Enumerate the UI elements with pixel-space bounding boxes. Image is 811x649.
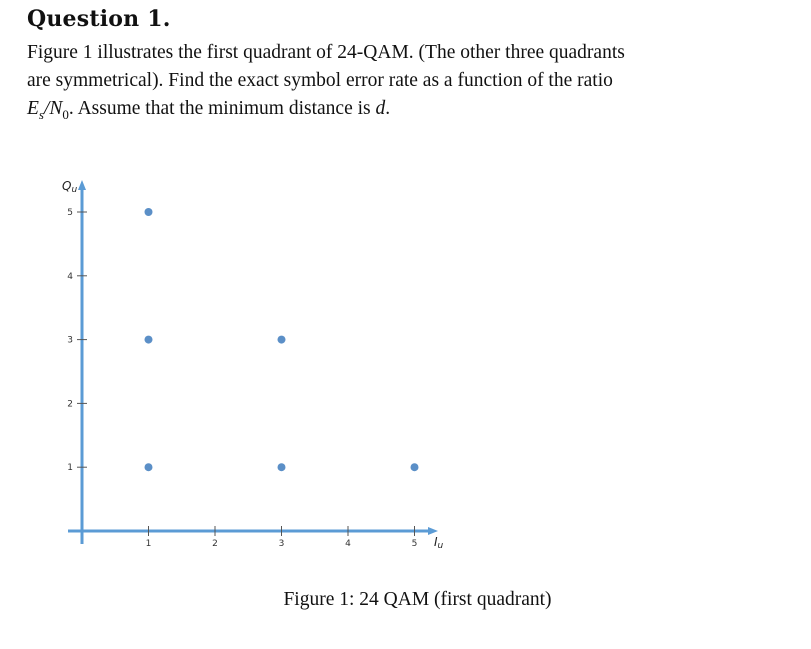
x-axis-label: Iu bbox=[434, 535, 444, 551]
y-axis-label-sub: u bbox=[71, 185, 77, 195]
question-text: Figure 1 illustrates the first quadrant … bbox=[27, 39, 807, 129]
figure-caption-text: Figure 1: 24 QAM (first quadrant) bbox=[283, 589, 552, 610]
constellation-point bbox=[277, 463, 286, 472]
ticks: 1 2 3 4 5 1 2 3 4 5 bbox=[67, 208, 417, 549]
distance-variable: d bbox=[375, 98, 386, 119]
constellation-point bbox=[144, 463, 153, 472]
question-line-3-end: . bbox=[385, 98, 391, 119]
y-tick-label: 1 bbox=[67, 463, 73, 473]
n0-subscript: 0 bbox=[62, 106, 69, 122]
constellation-points bbox=[144, 208, 419, 472]
x-tick-label: 3 bbox=[279, 539, 285, 549]
constellation-point bbox=[277, 335, 286, 344]
x-tick-label: 5 bbox=[412, 539, 418, 549]
y-axis-label: Qu bbox=[62, 179, 77, 195]
question-line-1: Figure 1 illustrates the first quadrant … bbox=[27, 39, 807, 67]
question-line-1-text: Figure 1 illustrates the first quadrant … bbox=[27, 42, 625, 63]
qam-constellation-plot: 1 2 3 4 5 1 2 3 4 5 Qu Iu bbox=[62, 179, 444, 551]
x-tick-label: 1 bbox=[146, 539, 152, 549]
y-tick-label: 2 bbox=[67, 399, 73, 409]
x-axis-arrow bbox=[428, 527, 438, 535]
x-tick-label: 4 bbox=[345, 539, 351, 549]
question-line-3: Es/N0. Assume that the minimum distance … bbox=[27, 95, 807, 129]
x-axis-label-main: I bbox=[434, 535, 438, 549]
x-tick-label: 2 bbox=[212, 539, 218, 549]
n0-symbol: /N bbox=[43, 98, 63, 119]
figure-caption: Figure 1: 24 QAM (first quadrant) bbox=[0, 589, 811, 611]
question-heading: Question 1. bbox=[27, 6, 171, 32]
question-line-3-text: . Assume that the minimum distance is bbox=[68, 98, 376, 119]
y-tick-label: 3 bbox=[67, 336, 73, 346]
question-line-2: are symmetrical). Find the exact symbol … bbox=[27, 67, 807, 95]
constellation-point bbox=[144, 335, 153, 344]
es-subscript: s bbox=[38, 106, 44, 122]
x-axis-label-sub: u bbox=[438, 541, 444, 551]
constellation-point bbox=[144, 208, 153, 216]
constellation-point bbox=[410, 463, 419, 472]
y-axis-arrow bbox=[78, 180, 86, 190]
y-tick-label: 4 bbox=[67, 272, 73, 282]
question-line-2-text: are symmetrical). Find the exact symbol … bbox=[27, 70, 613, 91]
es-symbol: E bbox=[27, 98, 39, 119]
axes bbox=[68, 180, 438, 544]
y-tick-label: 5 bbox=[67, 208, 73, 218]
y-axis-label-main: Q bbox=[62, 179, 71, 193]
figure-1: 1 2 3 4 5 1 2 3 4 5 Qu Iu bbox=[0, 170, 811, 570]
